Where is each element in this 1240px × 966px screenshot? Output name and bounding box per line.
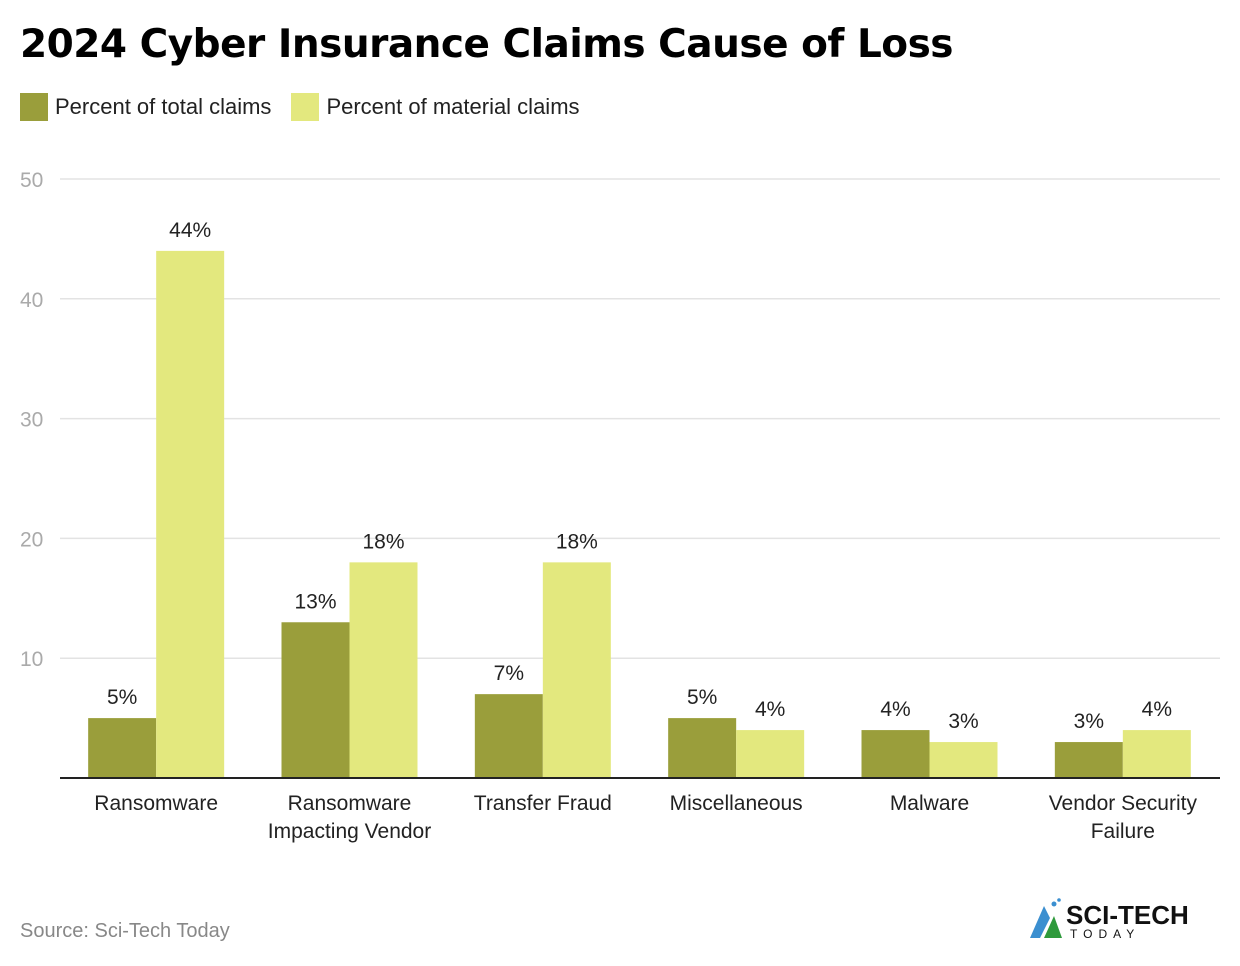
source-note: Source: Sci-Tech Today — [20, 920, 230, 942]
data-label: 44% — [169, 219, 211, 242]
svg-text:SCI-TECH: SCI-TECH — [1066, 900, 1189, 930]
bar — [542, 562, 611, 778]
bar — [1054, 742, 1123, 778]
y-tick-label: 50 — [20, 169, 43, 192]
data-label: 5% — [107, 686, 137, 709]
data-label: 4% — [880, 698, 910, 721]
data-label: 3% — [948, 710, 978, 733]
data-label: 3% — [1074, 710, 1104, 733]
data-label: 7% — [494, 662, 524, 685]
data-label: 4% — [1142, 698, 1172, 721]
bar — [668, 718, 737, 778]
legend-label-material: Percent of material claims — [326, 94, 580, 119]
bar — [156, 250, 225, 778]
legend-swatch-total — [20, 93, 48, 121]
bar — [88, 718, 157, 778]
bar — [861, 730, 930, 778]
data-label: 18% — [362, 530, 404, 553]
bar — [474, 694, 543, 778]
x-tick-label: Ransomware Impacting Vendor — [267, 792, 432, 843]
y-tick-label: 40 — [20, 289, 43, 312]
bar — [349, 562, 418, 778]
bar — [1122, 730, 1191, 778]
y-tick-label: 10 — [20, 648, 43, 671]
legend: Percent of total claims Percent of mater… — [20, 93, 600, 121]
x-tick-label: Vendor Security Failure — [1048, 792, 1197, 843]
bar — [281, 622, 350, 778]
chart-title: 2024 Cyber Insurance Claims Cause of Los… — [20, 22, 954, 67]
data-label: 13% — [294, 590, 336, 613]
legend-item-total: Percent of total claims — [20, 93, 271, 121]
bar — [929, 742, 998, 778]
legend-item-material: Percent of material claims — [291, 93, 580, 121]
x-tick-label: Miscellaneous — [669, 792, 803, 815]
x-tick-label: Ransomware — [94, 792, 219, 815]
data-label: 4% — [755, 698, 785, 721]
y-tick-label: 20 — [20, 528, 43, 551]
svg-text:TODAY: TODAY — [1070, 927, 1140, 941]
data-label: 5% — [687, 686, 717, 709]
x-tick-label: Transfer Fraud — [473, 792, 612, 815]
data-label: 18% — [556, 530, 598, 553]
legend-label-total: Percent of total claims — [55, 94, 272, 119]
bar — [736, 730, 805, 778]
legend-swatch-material — [291, 93, 320, 121]
sci-tech-today-logo: SCI-TECH TODAY — [1030, 898, 1189, 941]
x-tick-label: Malware — [889, 792, 970, 815]
y-tick-label: 30 — [20, 409, 43, 432]
